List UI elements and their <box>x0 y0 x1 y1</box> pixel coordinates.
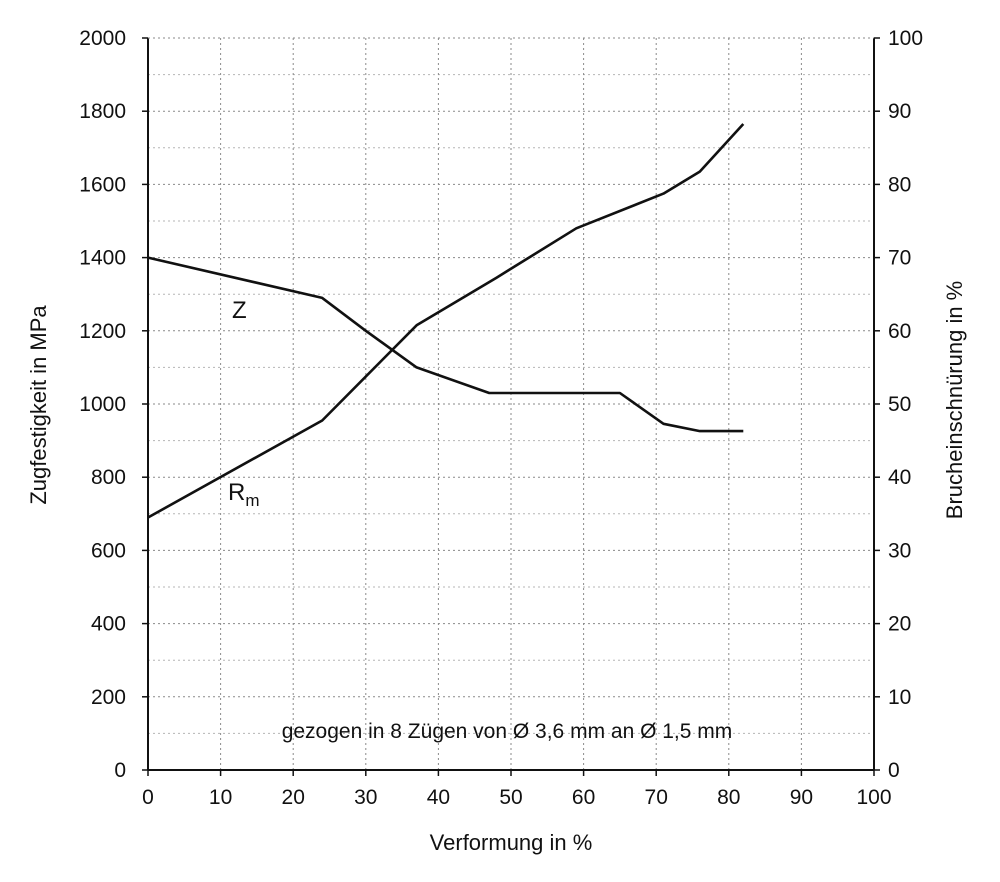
y2-tick-label: 50 <box>888 393 911 416</box>
x-tick-label: 60 <box>572 786 595 809</box>
x-tick-label: 40 <box>427 786 450 809</box>
y-tick-label: 800 <box>91 466 126 489</box>
x-axis-ticks: 0 10 20 30 40 50 60 70 80 90 100 <box>142 770 892 809</box>
y2-tick-label: 100 <box>888 27 923 50</box>
y2-axis-ticks: 0 10 20 30 40 50 60 70 80 90 100 <box>874 27 923 782</box>
x-tick-label: 10 <box>209 786 232 809</box>
series-label-z: Z <box>232 297 247 324</box>
y-tick-label: 400 <box>91 613 126 636</box>
y2-tick-label: 60 <box>888 320 911 343</box>
x-tick-label: 90 <box>790 786 813 809</box>
y-tick-label: 0 <box>114 759 126 782</box>
y-tick-label: 200 <box>91 686 126 709</box>
y-tick-label: 1800 <box>79 100 126 123</box>
series-lines <box>147 123 745 519</box>
process-annotation: gezogen in 8 Zügen von Ø 3,6 mm an Ø 1,5… <box>282 720 733 743</box>
series-line-rm <box>147 123 745 519</box>
x-axis-title: Verformung in % <box>430 830 593 855</box>
y2-axis-title: Brucheinschnürung in % <box>942 281 967 519</box>
series-label-rm: Rm <box>228 479 260 510</box>
x-tick-label: 50 <box>499 786 522 809</box>
y-tick-label: 1400 <box>79 247 126 270</box>
y-tick-label: 600 <box>91 539 126 562</box>
y2-tick-label: 40 <box>888 466 911 489</box>
y2-tick-label: 20 <box>888 613 911 636</box>
y-tick-label: 1600 <box>79 173 126 196</box>
y-axis-ticks: 0 200 400 600 800 1000 1200 1400 1600 1800 2000 <box>79 27 148 782</box>
y2-tick-label: 10 <box>888 686 911 709</box>
gridlines <box>148 38 874 770</box>
y-axis-title: Zugfestigkeit in MPa <box>26 305 51 505</box>
y2-tick-label: 90 <box>888 100 911 123</box>
y2-tick-label: 30 <box>888 539 911 562</box>
y2-tick-label: 70 <box>888 247 911 270</box>
x-tick-label: 70 <box>645 786 668 809</box>
x-tick-label: 0 <box>142 786 154 809</box>
x-tick-label: 80 <box>717 786 740 809</box>
y-tick-label: 1000 <box>79 393 126 416</box>
y-tick-label: 2000 <box>79 27 126 50</box>
y-tick-label: 1200 <box>79 320 126 343</box>
series-line-z <box>147 256 744 433</box>
x-tick-label: 30 <box>354 786 377 809</box>
y2-tick-label: 80 <box>888 173 911 196</box>
y2-tick-label: 0 <box>888 759 900 782</box>
x-tick-label: 20 <box>282 786 305 809</box>
x-tick-label: 100 <box>856 786 891 809</box>
